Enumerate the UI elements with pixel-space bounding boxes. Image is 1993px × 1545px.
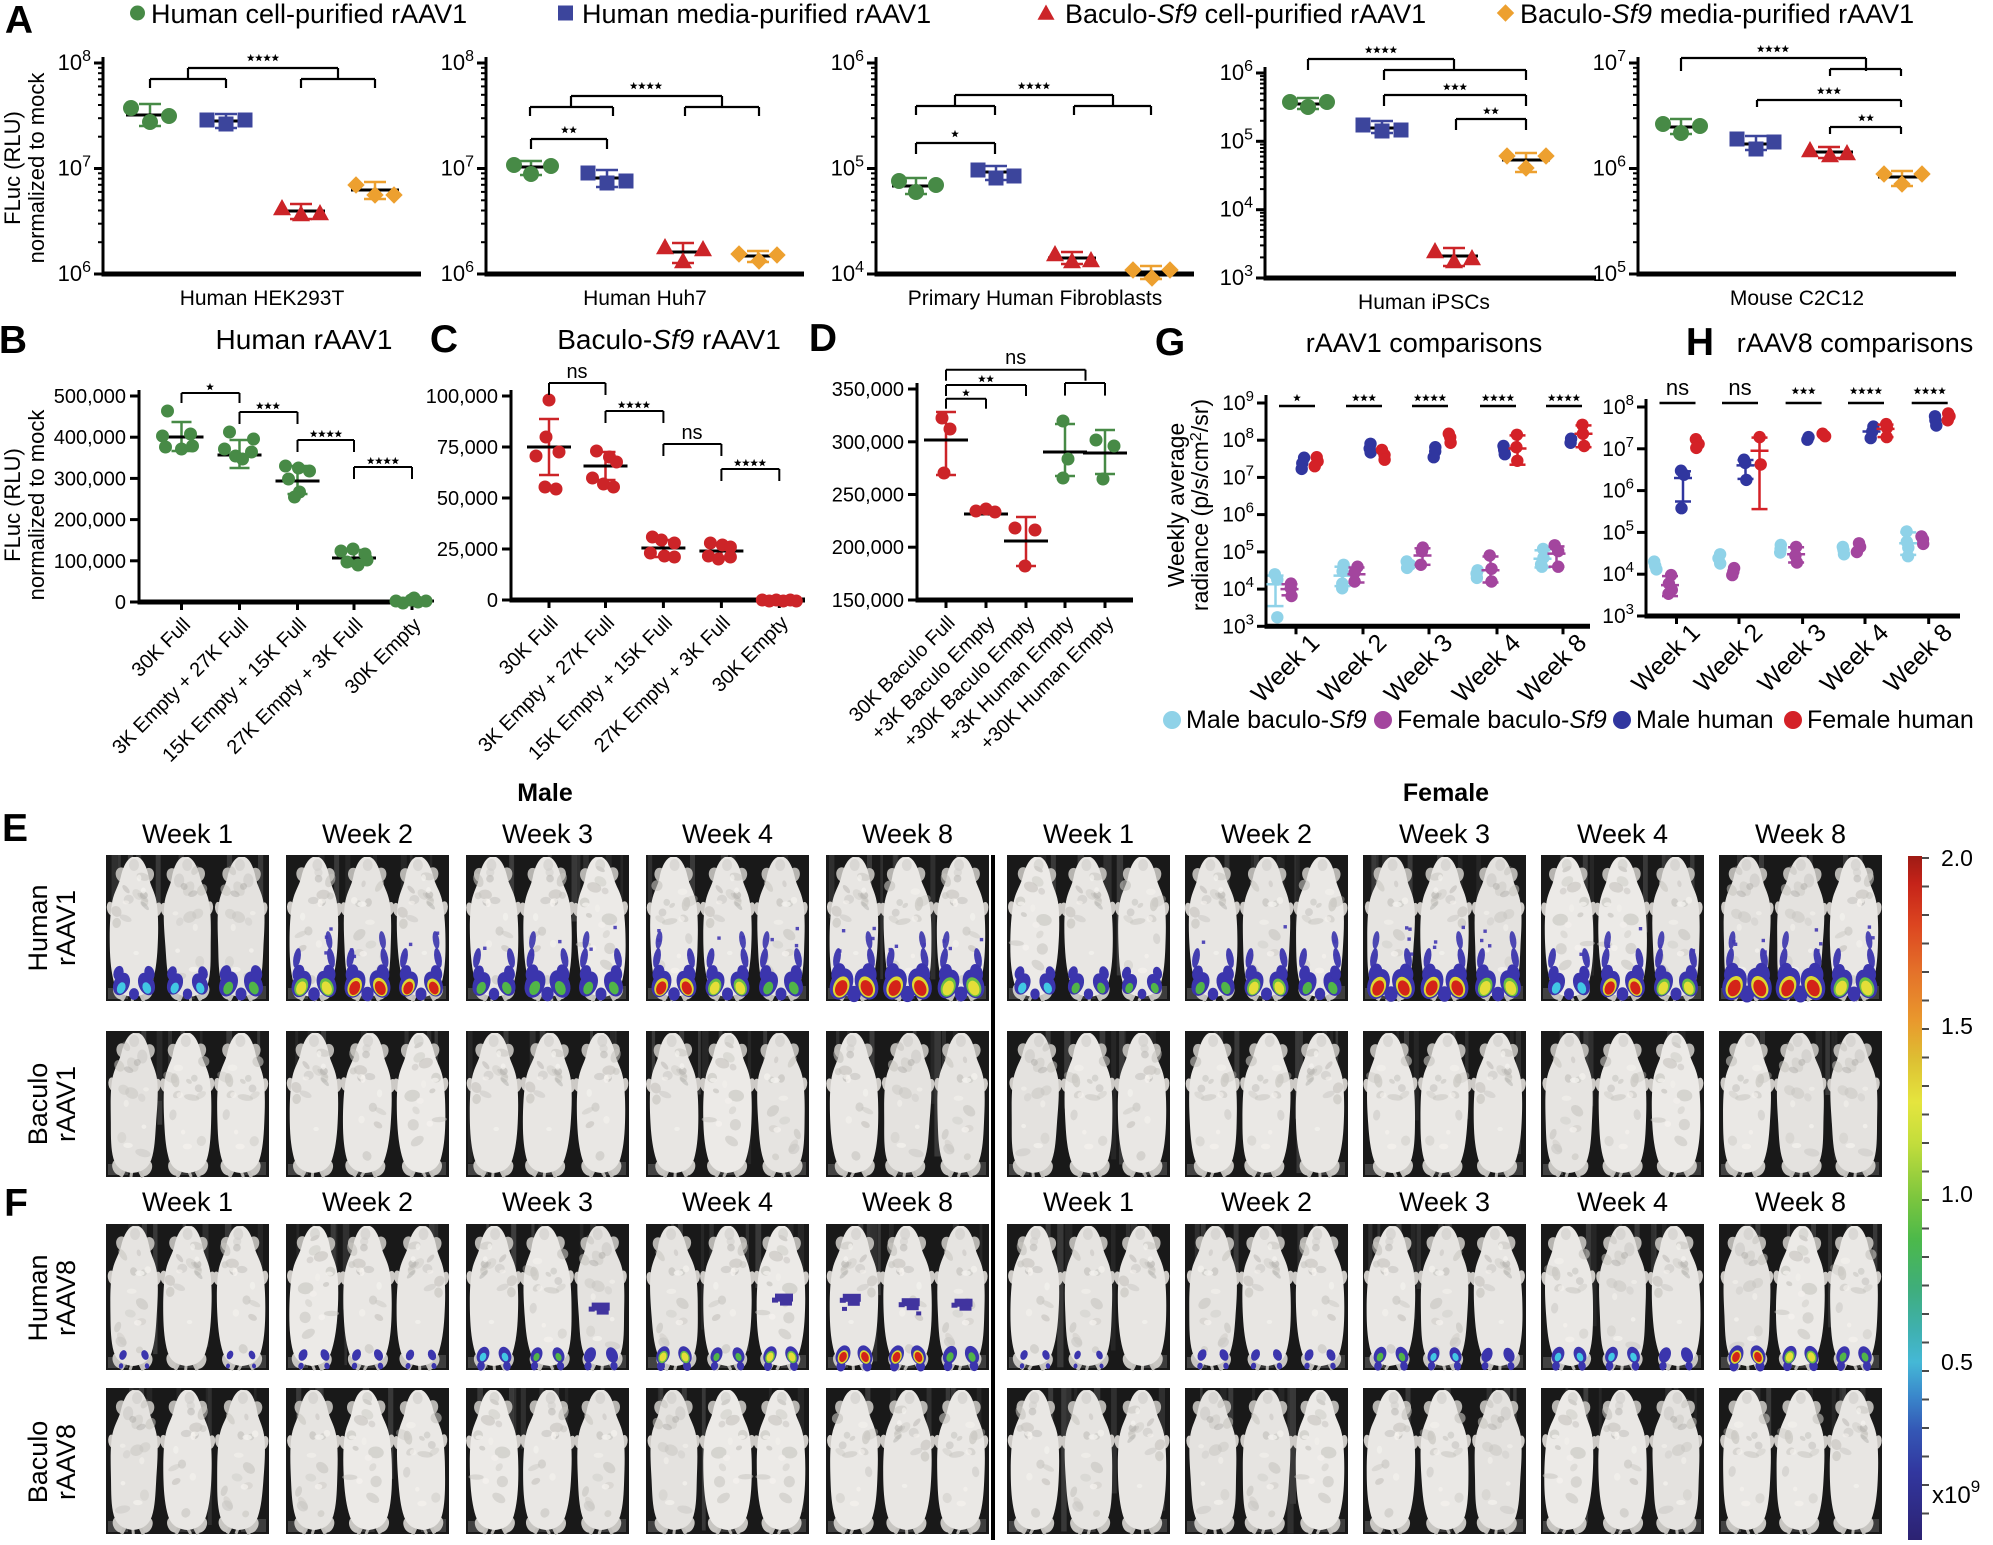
svg-text:F: F: [4, 1182, 28, 1225]
svg-text:100,000: 100,000: [426, 386, 498, 408]
svg-text:Week 4: Week 4: [682, 1187, 773, 1217]
svg-text:Male human: Male human: [1636, 706, 1774, 734]
svg-text:Human iPSCs: Human iPSCs: [1358, 291, 1490, 314]
svg-text:Human cell-purified rAAV1: Human cell-purified rAAV1: [151, 0, 467, 29]
svg-text:Female: Female: [1403, 779, 1489, 807]
svg-text:Human rAAV1: Human rAAV1: [216, 324, 393, 355]
svg-text:Weekly average: Weekly average: [1163, 423, 1189, 588]
svg-text:1.0: 1.0: [1941, 1181, 1973, 1207]
svg-text:Human: Human: [23, 884, 53, 971]
svg-text:E: E: [2, 807, 28, 850]
svg-text:75,000: 75,000: [437, 437, 498, 459]
svg-text:rAAV8: rAAV8: [51, 1260, 81, 1336]
svg-text:radiance (p/s/cm2/sr): radiance (p/s/cm2/sr): [1187, 399, 1213, 611]
svg-text:Week 2: Week 2: [1221, 1187, 1312, 1217]
svg-text:Baculo-Sf9 rAAV1: Baculo-Sf9 rAAV1: [557, 324, 781, 355]
svg-text:Week 3: Week 3: [1399, 1187, 1490, 1217]
svg-text:Primary Human Fibroblasts: Primary Human Fibroblasts: [908, 287, 1162, 310]
svg-text:rAAV1: rAAV1: [51, 890, 81, 966]
svg-text:Week 1: Week 1: [1043, 819, 1134, 849]
svg-text:FLuc (RLU): FLuc (RLU): [0, 111, 25, 225]
svg-text:Week 4: Week 4: [682, 819, 773, 849]
svg-text:Week 1: Week 1: [142, 1187, 233, 1217]
svg-text:50,000: 50,000: [437, 488, 498, 510]
svg-text:D: D: [809, 317, 837, 360]
svg-text:A: A: [5, 0, 33, 42]
svg-text:0: 0: [487, 590, 498, 612]
svg-text:Week 2: Week 2: [322, 1187, 413, 1217]
svg-text:150,000: 150,000: [832, 590, 904, 612]
svg-text:500,000: 500,000: [54, 386, 126, 408]
svg-text:Female human: Female human: [1807, 706, 1974, 734]
svg-text:ns: ns: [1728, 375, 1751, 400]
svg-text:108: 108: [1602, 392, 1634, 419]
svg-text:0.5: 0.5: [1941, 1349, 1973, 1375]
svg-text:rAAV1 comparisons: rAAV1 comparisons: [1306, 328, 1543, 358]
svg-text:ns: ns: [1005, 347, 1026, 369]
svg-text:350,000: 350,000: [832, 379, 904, 401]
svg-text:ns: ns: [566, 361, 587, 383]
svg-text:400,000: 400,000: [54, 427, 126, 449]
svg-text:Week 3: Week 3: [502, 819, 593, 849]
svg-text:H: H: [1686, 321, 1714, 364]
svg-text:Baculo-Sf9 media-purified rAAV: Baculo-Sf9 media-purified rAAV1: [1520, 0, 1914, 29]
svg-text:ns: ns: [681, 422, 702, 444]
svg-text:rAAV8 comparisons: rAAV8 comparisons: [1737, 328, 1974, 358]
svg-text:Human media-purified rAAV1: Human media-purified rAAV1: [582, 0, 931, 29]
svg-text:Week 8: Week 8: [1755, 819, 1846, 849]
svg-text:107: 107: [1602, 434, 1634, 461]
svg-text:100,000: 100,000: [54, 551, 126, 573]
svg-text:0: 0: [115, 592, 126, 614]
svg-text:200,000: 200,000: [54, 510, 126, 532]
svg-text:Male: Male: [517, 779, 573, 807]
svg-text:103: 103: [1602, 601, 1634, 628]
svg-text:Week 2: Week 2: [322, 819, 413, 849]
svg-text:1.5: 1.5: [1941, 1013, 1973, 1039]
svg-text:normalized to mock: normalized to mock: [24, 409, 49, 601]
svg-text:Mouse C2C12: Mouse C2C12: [1730, 287, 1864, 310]
svg-text:250,000: 250,000: [832, 485, 904, 507]
svg-text:Baculo: Baculo: [23, 1421, 53, 1504]
svg-text:normalized to mock: normalized to mock: [24, 72, 49, 264]
svg-text:Week 3: Week 3: [1399, 819, 1490, 849]
svg-text:2.0: 2.0: [1941, 845, 1973, 871]
svg-text:Week 2: Week 2: [1221, 819, 1312, 849]
svg-text:rAAV8: rAAV8: [51, 1424, 81, 1500]
svg-text:B: B: [0, 319, 27, 362]
svg-text:C: C: [430, 318, 458, 361]
svg-text:Female baculo-Sf9: Female baculo-Sf9: [1397, 706, 1607, 734]
svg-text:Week 4: Week 4: [1577, 1187, 1668, 1217]
svg-text:Week 8: Week 8: [1755, 1187, 1846, 1217]
svg-text:25,000: 25,000: [437, 539, 498, 561]
svg-text:200,000: 200,000: [832, 537, 904, 559]
svg-text:Week 1: Week 1: [142, 819, 233, 849]
svg-text:Male baculo-Sf9: Male baculo-Sf9: [1186, 706, 1367, 734]
svg-text:rAAV1: rAAV1: [51, 1066, 81, 1142]
svg-text:Human Huh7: Human Huh7: [583, 287, 707, 310]
svg-text:Human HEK293T: Human HEK293T: [180, 287, 345, 310]
svg-text:Week 1: Week 1: [1043, 1187, 1134, 1217]
svg-text:ns: ns: [1666, 375, 1689, 400]
svg-text:Human: Human: [23, 1254, 53, 1341]
svg-text:Baculo-Sf9 cell-purified rAAV1: Baculo-Sf9 cell-purified rAAV1: [1065, 0, 1426, 29]
svg-text:300,000: 300,000: [54, 468, 126, 490]
svg-text:G: G: [1155, 321, 1185, 364]
svg-text:FLuc (RLU): FLuc (RLU): [0, 448, 25, 562]
svg-text:Week 8: Week 8: [862, 1187, 953, 1217]
svg-text:Week 4: Week 4: [1577, 819, 1668, 849]
svg-text:Week 8: Week 8: [862, 819, 953, 849]
svg-text:Week 3: Week 3: [502, 1187, 593, 1217]
svg-text:300,000: 300,000: [832, 432, 904, 454]
svg-text:Baculo: Baculo: [23, 1063, 53, 1146]
